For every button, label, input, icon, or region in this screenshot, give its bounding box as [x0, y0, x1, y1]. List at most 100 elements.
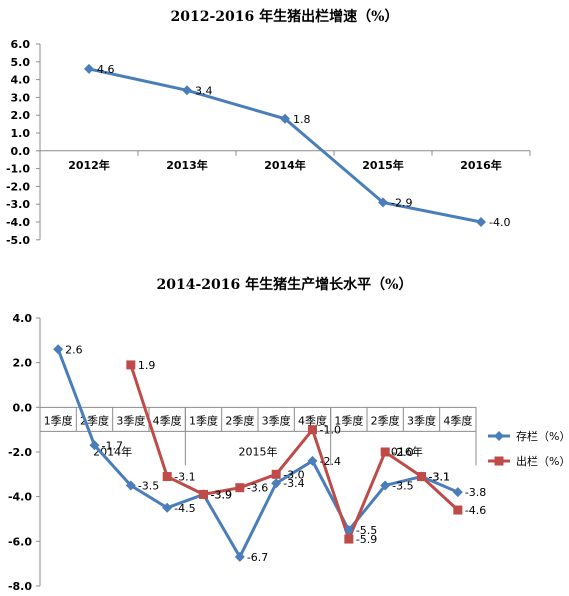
data-label: 3.4	[195, 84, 213, 97]
x-tick-label: 2季度	[371, 413, 400, 427]
data-point	[126, 360, 136, 370]
data-label: -4.5	[174, 502, 195, 515]
data-label: -3.4	[283, 477, 304, 490]
y-tick-label: 4.0	[13, 312, 33, 325]
data-label: -3.9	[211, 488, 232, 501]
y-tick-label: -4.0	[6, 216, 30, 229]
data-label: -3.6	[247, 482, 268, 495]
x-tick-label: 1季度	[44, 413, 73, 427]
data-point	[53, 344, 64, 355]
data-label: -6.7	[247, 551, 268, 564]
y-tick-label: -8.0	[8, 580, 32, 593]
data-point	[280, 113, 290, 124]
y-tick-label: -6.0	[8, 535, 32, 548]
data-point	[308, 425, 317, 435]
chart-1-title: 2012-2016 年生猪出栏增速（%）	[170, 9, 399, 25]
legend-marker	[494, 456, 504, 466]
data-point	[380, 447, 390, 457]
legend-label: 存栏（%）	[516, 429, 569, 443]
data-point	[476, 217, 486, 227]
x-tick-label: 4季度	[153, 413, 182, 427]
y-tick-label: 1.0	[11, 127, 31, 140]
data-label: -3.0	[283, 468, 304, 481]
data-label: -1.0	[320, 424, 341, 437]
data-point	[182, 85, 192, 96]
data-label: -2.4	[320, 455, 341, 468]
y-tick-label: 2.0	[13, 357, 33, 370]
data-point	[271, 469, 281, 479]
y-tick-label: -2.0	[8, 446, 32, 459]
data-label: -5.5	[356, 524, 377, 537]
y-tick-label: 6.0	[11, 38, 31, 51]
chart-2-title: 2014-2016 年生猪生产增长水平（%）	[156, 277, 413, 293]
data-label: 4.6	[97, 63, 115, 76]
data-label: -1.7	[102, 439, 123, 452]
data-point	[378, 197, 388, 208]
x-tick-label: 4季度	[443, 413, 472, 427]
x-tick-label: 2016年	[460, 158, 502, 172]
data-label: -2.0	[392, 446, 413, 459]
y-tick-label: 5.0	[11, 56, 31, 69]
data-label: 2.6	[65, 343, 83, 356]
series-line-inventory	[56, 348, 459, 561]
data-label: -3.1	[429, 471, 450, 484]
x-tick-label: 3季度	[407, 413, 436, 427]
y-tick-label: -3.0	[6, 198, 30, 211]
data-point	[125, 480, 136, 491]
data-label: -3.8	[465, 486, 486, 499]
data-point	[380, 480, 391, 491]
data-point	[235, 483, 245, 493]
x-tick-label: 2季度	[225, 413, 254, 427]
x-tick-label: 3季度	[262, 413, 291, 427]
y-tick-label: 0.0	[13, 401, 33, 414]
x-tick-label: 2015年	[362, 158, 404, 172]
y-tick-label: 0.0	[11, 145, 31, 158]
y-tick-label: -4.0	[8, 491, 32, 504]
data-point	[234, 551, 245, 562]
data-point	[84, 63, 94, 74]
x-tick-label: 1季度	[334, 413, 363, 427]
x-tick-label: 2013年	[166, 158, 208, 172]
data-point	[343, 525, 354, 536]
data-point	[89, 440, 100, 451]
x-tick-label: 2012年	[68, 158, 110, 172]
x-tick-label: 4季度	[298, 413, 327, 427]
data-label: 1.8	[293, 113, 311, 126]
x-tick-label: 1季度	[189, 413, 218, 427]
x-tick-label: 3季度	[116, 413, 145, 427]
legend-label: 出栏（%）	[516, 454, 569, 468]
data-point	[307, 455, 318, 466]
data-point	[452, 487, 463, 498]
data-point	[453, 505, 463, 515]
y-tick-label: 2.0	[11, 109, 31, 122]
legend-marker	[494, 431, 504, 441]
y-tick-label: 3.0	[11, 91, 31, 104]
data-point	[162, 472, 172, 482]
data-label: -4.0	[489, 216, 510, 229]
y-tick-label: -2.0	[6, 180, 30, 193]
data-label: -3.1	[429, 471, 450, 484]
data-label: -5.9	[356, 533, 377, 546]
data-label: 1.9	[138, 359, 156, 372]
chart-1-plot: 6.0 5.0 4.0 3.0 2.0 1.0 0.0 -1.0 -2.0 -3.0 -4.0 -5.…	[6, 38, 531, 247]
data-point	[271, 478, 282, 489]
data-point	[417, 472, 426, 482]
data-label: -3.9	[211, 488, 232, 501]
y-tick-label: -5.0	[6, 234, 30, 247]
data-point	[199, 489, 208, 499]
data-label: -3.5	[138, 479, 159, 492]
chart-2-plot: 4.0 2.0 0.0 -2.0 -4.0 -6.0 -8.0 1季度 2季度 3季度 4季度 1季度…	[8, 312, 569, 593]
y-tick-label: -1.0	[6, 163, 30, 176]
x-tick-label: 2014年	[264, 158, 306, 172]
year-label: 2015年	[239, 444, 278, 458]
data-label: -4.6	[465, 504, 486, 517]
data-point	[162, 502, 173, 513]
year-label: 2016年	[384, 444, 423, 458]
series-line	[88, 67, 482, 224]
series-line-output	[129, 364, 459, 544]
y-tick-label: 4.0	[11, 74, 31, 87]
data-point	[344, 534, 354, 544]
data-label: -3.1	[174, 471, 195, 484]
data-label: -2.9	[391, 196, 412, 209]
data-label: -3.5	[392, 479, 413, 492]
